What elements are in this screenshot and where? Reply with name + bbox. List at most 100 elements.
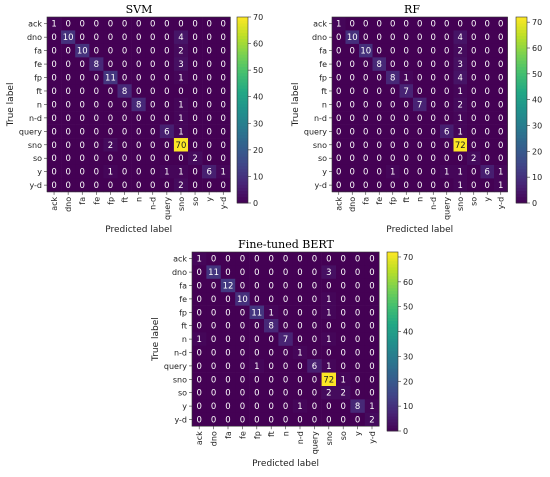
- matrix-cell: [350, 412, 366, 427]
- colorbar-segment: [516, 193, 527, 198]
- matrix-cell: [159, 151, 175, 166]
- cell-value: 0: [363, 154, 368, 164]
- matrix-cell: [145, 57, 161, 72]
- matrix-cell: [372, 70, 387, 85]
- cell-value: 0: [363, 33, 368, 43]
- cell-value: 0: [225, 416, 230, 426]
- matrix-cell: [173, 43, 189, 58]
- cell-value: 0: [404, 114, 409, 124]
- matrix-cell: [264, 319, 279, 333]
- cell-value: 0: [312, 402, 317, 412]
- matrix-cell: [426, 17, 441, 31]
- cell-value: 0: [51, 114, 56, 124]
- colorbar-segment: [387, 254, 398, 259]
- cell-value: 1: [340, 375, 345, 385]
- matrix-cell: [467, 84, 481, 98]
- cell-value: 0: [404, 20, 409, 30]
- cell-value: 0: [283, 308, 288, 318]
- colorbar-tick-label: 20: [532, 147, 542, 156]
- matrix-cell: [202, 84, 217, 98]
- matrix-cell: [359, 30, 373, 45]
- matrix-cell: [332, 17, 346, 31]
- y-tick-label: n-d: [174, 349, 187, 358]
- cell-value: 0: [122, 181, 127, 191]
- matrix-cell: [413, 43, 427, 58]
- cell-value: 1: [254, 362, 259, 372]
- colorbar-segment: [516, 187, 527, 191]
- cell-value: 0: [164, 100, 169, 110]
- colorbar-segment: [387, 281, 398, 286]
- matrix-cell: [89, 151, 104, 166]
- matrix-cell: [206, 319, 222, 333]
- x-tick-label: so: [339, 431, 348, 440]
- matrix-cell: [249, 412, 265, 427]
- matrix-cell: [216, 43, 231, 58]
- matrix-cell: [386, 151, 400, 166]
- matrix-cell: [117, 70, 132, 85]
- x-tick-label: so: [191, 197, 200, 206]
- matrix-cell: [467, 43, 481, 58]
- matrix-cell: [359, 111, 373, 125]
- matrix-cell: [220, 252, 236, 266]
- colorbar-segment: [387, 293, 398, 298]
- colorbar-tick-label: 50: [532, 70, 542, 79]
- cell-value: 0: [221, 20, 226, 30]
- colorbar-segment: [387, 329, 398, 333]
- cell-value: 0: [312, 375, 317, 385]
- cell-value: 0: [431, 100, 436, 110]
- colorbar-segment: [387, 320, 398, 324]
- cell-value: 0: [206, 100, 211, 110]
- colorbar-segment: [387, 416, 398, 420]
- cell-value: 2: [108, 141, 113, 151]
- colorbar-tick-label: 30: [532, 122, 542, 131]
- matrix-cell: [336, 278, 351, 293]
- matrix-cell: [345, 84, 360, 98]
- matrix-cell: [364, 278, 380, 293]
- colorbar-segment: [387, 371, 398, 375]
- matrix-cell: [372, 111, 387, 125]
- matrix-cell: [61, 111, 76, 125]
- colorbar-segment: [387, 419, 398, 423]
- cell-value: 0: [268, 389, 273, 399]
- colorbar-segment: [387, 287, 398, 292]
- colorbar-segment: [237, 178, 248, 182]
- cell-value: 0: [51, 141, 56, 151]
- cell-value: 6: [164, 127, 169, 137]
- cell-value: 0: [80, 20, 85, 30]
- cell-value: 8: [390, 74, 395, 84]
- cell-value: 0: [417, 87, 422, 97]
- colorbar-segment: [237, 196, 248, 201]
- colorbar-segment: [237, 147, 248, 151]
- colorbar-tick-label: 0: [532, 199, 537, 208]
- x-tick-label: n: [416, 197, 425, 202]
- colorbar-segment: [516, 134, 527, 139]
- x-tick-label: n: [282, 431, 291, 436]
- cell-value: 0: [122, 168, 127, 178]
- cell-value: 0: [65, 87, 70, 97]
- colorbar-tick-label: 20: [403, 377, 413, 386]
- matrix-cell: [453, 111, 468, 125]
- matrix-cell: [307, 319, 322, 333]
- cell-value: 0: [192, 168, 197, 178]
- y-tick-label: y-d: [174, 416, 187, 425]
- y-tick-label: fa: [319, 47, 327, 56]
- cell-value: 0: [485, 33, 490, 43]
- matrix-cell: [413, 70, 427, 85]
- matrix-cell: [159, 178, 175, 193]
- matrix-cell: [292, 399, 308, 414]
- matrix-cell: [220, 412, 236, 427]
- matrix-cell: [453, 124, 468, 139]
- cell-value: 1: [164, 168, 169, 178]
- cell-value: 1: [444, 168, 449, 178]
- cell-value: 0: [471, 114, 476, 124]
- colorbar: 0 10 20 30 40 50 60 70: [386, 251, 413, 436]
- matrix-cell: [292, 278, 308, 293]
- cell-value: 0: [108, 100, 113, 110]
- cell-value: 8: [136, 100, 141, 110]
- y-tick-label: so: [178, 389, 187, 398]
- matrix-cell: [75, 97, 90, 112]
- matrix-cell: [413, 17, 427, 31]
- matrix-cell: [220, 332, 236, 347]
- matrix-cell: [264, 345, 279, 360]
- matrix-cell: [206, 265, 222, 280]
